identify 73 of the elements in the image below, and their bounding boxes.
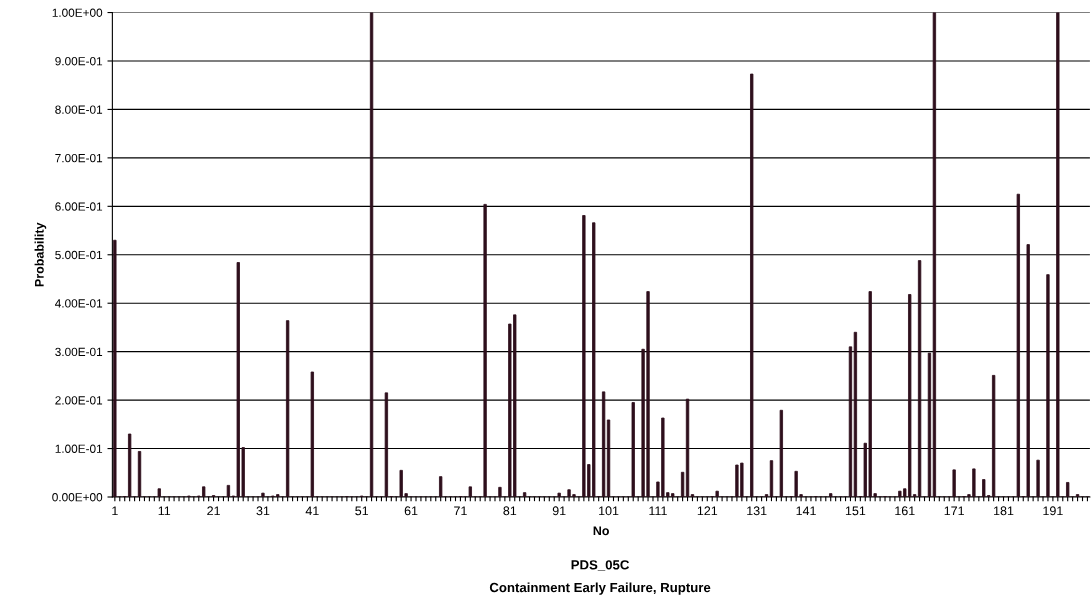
bar (848, 346, 853, 497)
y-tick-label: 5.00E-01 (55, 250, 103, 260)
x-axis-title: No (593, 526, 609, 536)
bar (685, 398, 690, 497)
x-tick-label: 61 (404, 506, 418, 516)
bar (310, 371, 314, 497)
bar (113, 239, 117, 497)
bar (522, 492, 527, 497)
y-tick-label: 9.00E-01 (55, 57, 103, 66)
bar (764, 494, 769, 497)
y-tick-label: 2.00E-01 (55, 396, 103, 405)
x-tick-label: 181 (994, 506, 1014, 516)
x-tick-label: 71 (454, 506, 467, 516)
bar (606, 419, 611, 497)
x-tick-label: 81 (503, 506, 517, 516)
bar (853, 331, 858, 497)
bar (1036, 459, 1040, 497)
bar (157, 488, 161, 497)
bar (690, 494, 695, 497)
bar (498, 486, 502, 497)
y-axis-title: Probability (34, 222, 47, 287)
y-tick-label: 6.00E-01 (55, 202, 103, 211)
x-tick-label: 161 (895, 506, 915, 516)
text: PDS_05C (571, 560, 630, 571)
y-tick-label: 1.00E-01 (55, 444, 103, 453)
y-tick-label: 1.00E+00 (52, 8, 103, 17)
bar (631, 402, 635, 497)
bar (991, 374, 996, 497)
x-tick-label: 171 (944, 506, 964, 516)
x-tick-label: 111 (649, 506, 667, 516)
bar (369, 12, 374, 497)
x-tick-label: 131 (747, 506, 767, 516)
y-tick-label: 4.00E-01 (55, 299, 103, 308)
x-tick-label: 1 (112, 506, 118, 516)
y-tick-label: 7.00E-01 (55, 153, 103, 163)
bar (917, 260, 922, 497)
y-tick-label: 0.00E+00 (52, 493, 103, 502)
y-tick-label: 3.00E-01 (55, 347, 103, 357)
bar (750, 73, 754, 497)
bar (927, 352, 932, 497)
bar (680, 471, 685, 497)
bar (468, 486, 472, 497)
bar (1075, 494, 1080, 497)
bar (779, 409, 783, 497)
x-tick-label: 11 (158, 506, 171, 516)
y-tick-label: 8.00E-01 (55, 105, 103, 114)
bar (384, 392, 389, 497)
bar (952, 469, 956, 497)
bar (1066, 482, 1070, 497)
x-tick-label: 101 (599, 506, 619, 516)
bar (261, 492, 265, 497)
x-tick-label: 141 (796, 506, 816, 516)
x-tick-label: 91 (552, 506, 566, 516)
x-tick-label: 31 (256, 506, 270, 516)
x-tick-label: 151 (845, 506, 866, 516)
bar (769, 460, 774, 497)
text: Containment Early Failure, Rupture (489, 582, 711, 595)
bar (1056, 12, 1060, 497)
bar (932, 12, 937, 497)
bar (483, 203, 487, 497)
bar (439, 476, 443, 497)
bar (557, 492, 561, 497)
bar (285, 320, 290, 497)
bar (137, 451, 142, 497)
bar (226, 484, 231, 497)
bar (1046, 274, 1050, 497)
x-tick-label: 21 (207, 506, 220, 516)
x-tick-label: 191 (1043, 506, 1063, 516)
x-tick-label: 121 (697, 506, 718, 516)
x-tick-label: 51 (355, 506, 369, 516)
bar (601, 391, 606, 497)
bar (829, 493, 833, 497)
x-tick-label: 41 (305, 506, 319, 516)
